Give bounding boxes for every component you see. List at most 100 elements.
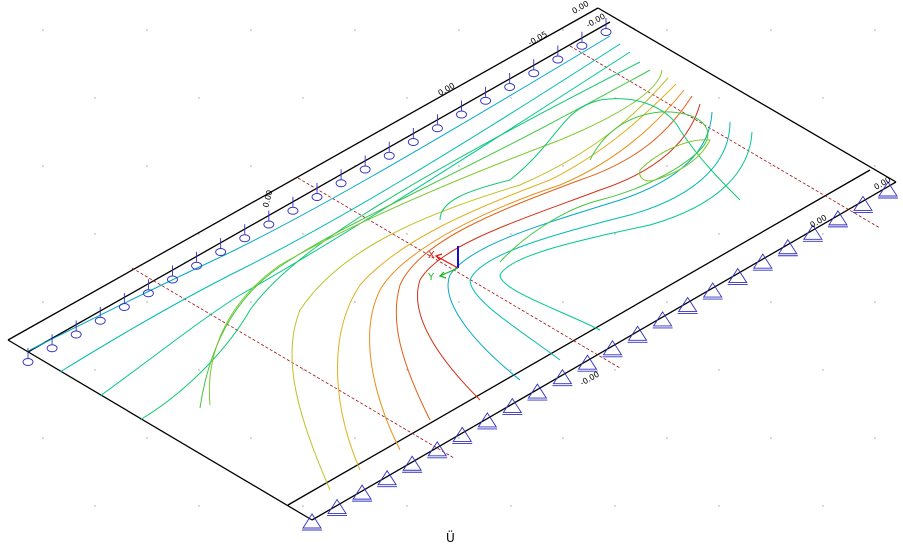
contour-line (447, 111, 713, 381)
support-circle (480, 96, 492, 105)
bottom-support (827, 210, 848, 228)
top-support (431, 114, 443, 133)
grid-dot (94, 97, 96, 99)
grid-dot (718, 97, 720, 99)
bottom-support (577, 354, 598, 372)
contour-line (499, 111, 709, 263)
top-support (215, 238, 227, 256)
support-triangle (677, 296, 698, 312)
grid-dot (406, 505, 408, 507)
top-support (94, 306, 106, 325)
grid-dot (146, 437, 148, 439)
support-triangle (352, 484, 372, 500)
support-circle (142, 289, 154, 298)
bottom-support (652, 311, 673, 329)
grid-dot (874, 29, 876, 31)
grid-dot (406, 97, 408, 99)
top-support (287, 196, 299, 215)
grid-dot (198, 369, 200, 371)
grid-dot (718, 505, 720, 507)
top-support (22, 348, 34, 366)
support-triangle (552, 368, 573, 385)
contour-line (499, 131, 753, 331)
axis-triad: X Y (427, 246, 459, 283)
top-support (504, 73, 516, 91)
grid-dot (614, 369, 616, 371)
contour-line (208, 69, 663, 406)
contour-line (469, 121, 731, 361)
bottom-support (527, 383, 548, 401)
top-support (167, 265, 178, 284)
support-triangle (302, 513, 322, 529)
grid-dot (302, 505, 304, 507)
grid-dot (510, 505, 512, 507)
support-triangle (878, 181, 898, 197)
support-circle (167, 275, 178, 284)
grid-dot (458, 165, 460, 167)
grid-dot (146, 301, 148, 303)
bottom-support (452, 426, 473, 444)
support-circle (504, 83, 516, 91)
top-support (480, 86, 492, 105)
grid-dot (250, 29, 252, 31)
grid-dot (94, 233, 96, 235)
slab-edge-right (597, 7, 897, 183)
grid-dot (874, 165, 876, 167)
top-support (46, 334, 58, 353)
bottom-support (377, 469, 398, 488)
support-circle (383, 151, 395, 160)
support-circle (407, 138, 419, 146)
top-support (142, 279, 154, 298)
grid-dot (354, 301, 356, 303)
axis-x-arrow (434, 253, 459, 269)
grid-dot (250, 165, 252, 167)
support-triangle (377, 469, 397, 486)
slab-edge-bottom (311, 181, 897, 521)
grid-dot (94, 505, 96, 507)
axis-y-arrow (438, 267, 459, 279)
support-circle (70, 330, 82, 339)
support-triangle (402, 455, 422, 471)
support-triangle (477, 412, 498, 428)
support-circle (46, 344, 58, 353)
grid-dot (614, 233, 616, 235)
support-triangle (853, 195, 873, 211)
support-circle (215, 248, 227, 256)
grid-dot (666, 437, 668, 439)
bottom-support (677, 296, 698, 314)
grid-dot (198, 233, 200, 235)
contour-line (337, 83, 677, 471)
slab-edge-top (7, 7, 599, 341)
grid-dot (42, 301, 44, 303)
bottom-support (352, 484, 373, 502)
bottom-supports (302, 181, 898, 531)
support-circle (191, 261, 203, 270)
top-support (263, 210, 275, 229)
grid-dot (822, 97, 824, 99)
support-triangle (527, 383, 548, 399)
bottom-mark: Ü (446, 529, 455, 542)
grid-dot (666, 301, 668, 303)
contour-line (395, 95, 693, 421)
bottom-support (802, 224, 823, 242)
top-support (311, 183, 323, 201)
support-circle (528, 69, 540, 78)
support-triangle (327, 498, 347, 515)
support-triangle (752, 253, 773, 269)
bottom-support (878, 181, 898, 199)
grid-dot (770, 165, 772, 167)
grid-dot (666, 165, 668, 167)
top-support (239, 224, 251, 243)
support-circle (600, 28, 612, 36)
bottom-support (552, 368, 573, 387)
grid-dot (510, 233, 512, 235)
grid-dot (302, 369, 304, 371)
top-support (528, 59, 540, 78)
slab-edge-top-inner (27, 21, 611, 353)
grid-dot (822, 369, 824, 371)
grid-dot (822, 233, 824, 235)
support-circle (576, 41, 588, 50)
bottom-support (777, 238, 798, 257)
